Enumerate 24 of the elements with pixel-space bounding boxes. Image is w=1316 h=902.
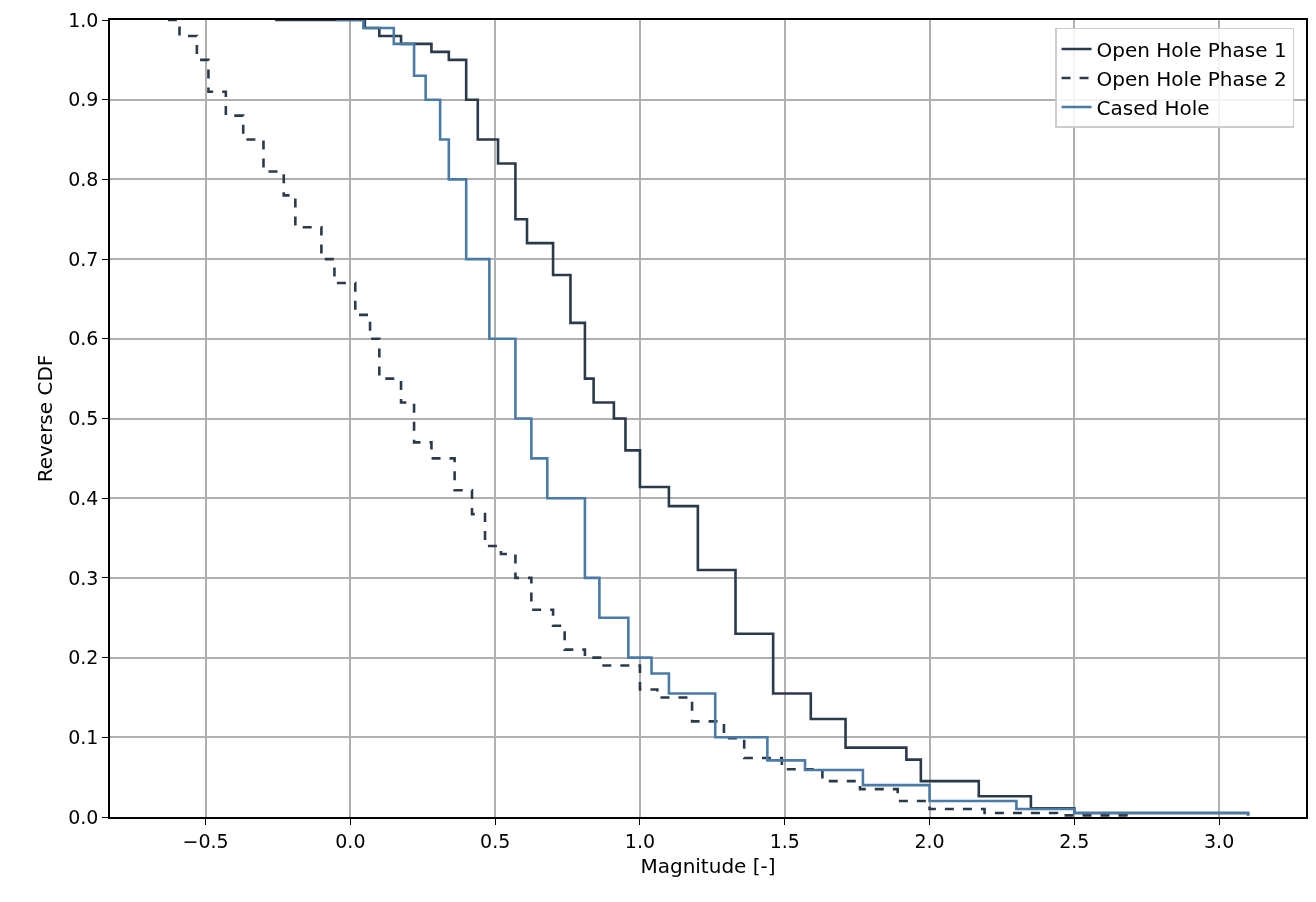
legend-label: Open Hole Phase 2	[1096, 66, 1287, 91]
x-axis-title: Magnitude [-]	[640, 853, 776, 878]
legend-label: Open Hole Phase 1	[1096, 37, 1287, 62]
x-tick-label: 1.0	[624, 829, 656, 852]
x-tick-label: −0.5	[182, 829, 229, 852]
y-tick-label: 0.0	[68, 805, 99, 828]
x-tick-label: 2.5	[1059, 829, 1090, 852]
x-tick-label: 0.0	[335, 829, 366, 852]
y-axis-title: Reverse CDF	[33, 354, 58, 483]
y-tick-label: 0.6	[68, 327, 99, 350]
y-tick-label: 0.9	[68, 88, 99, 111]
x-tick-label: 1.5	[769, 829, 800, 852]
y-tick-label: 1.0	[68, 8, 99, 31]
y-tick-label: 0.8	[68, 168, 99, 191]
legend-label: Cased Hole	[1096, 95, 1210, 120]
x-tick-label: 3.0	[1204, 829, 1235, 852]
x-tick-label: 0.5	[480, 829, 511, 852]
y-tick-label: 0.4	[68, 486, 99, 509]
y-tick-label: 0.3	[68, 566, 99, 589]
y-tick-label: 0.2	[68, 646, 99, 669]
y-tick-label: 0.1	[68, 725, 99, 748]
x-tick-label: 2.0	[914, 829, 945, 852]
y-tick-label: 0.5	[68, 407, 99, 430]
y-tick-label: 0.7	[68, 247, 99, 270]
